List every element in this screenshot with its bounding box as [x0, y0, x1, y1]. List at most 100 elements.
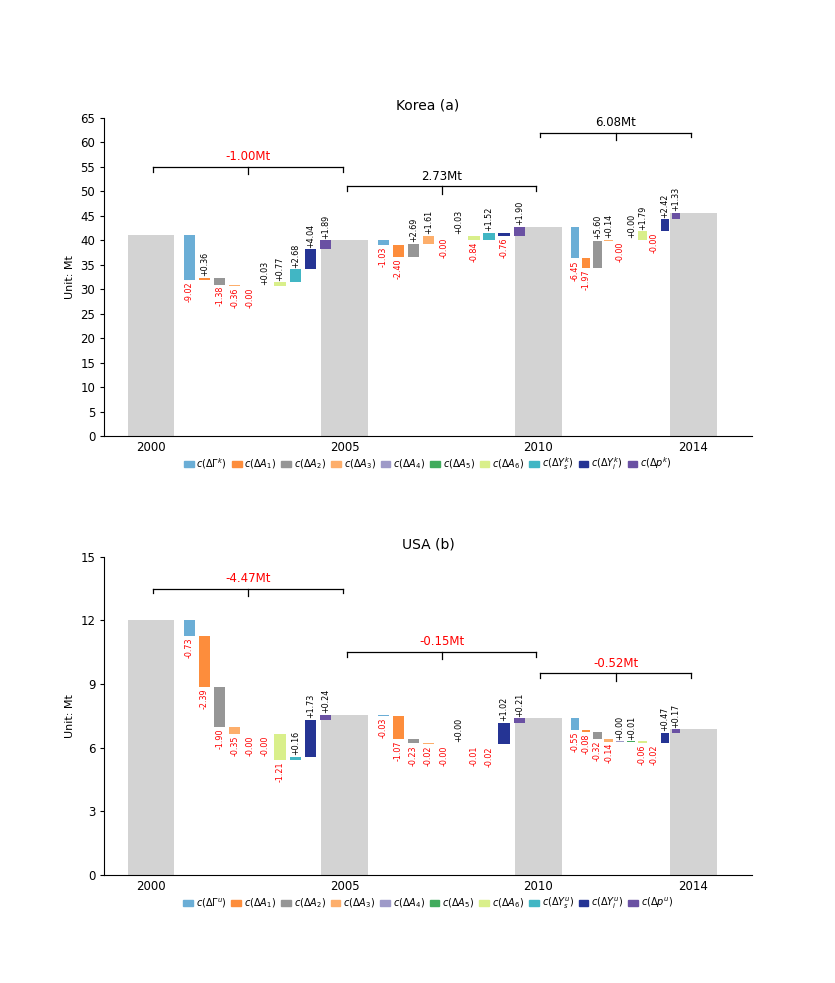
Bar: [605, 738, 613, 741]
Y-axis label: Unit: Mt: Unit: Mt: [65, 694, 75, 738]
Text: -1.21: -1.21: [276, 762, 285, 782]
Text: +2.42: +2.42: [660, 194, 670, 218]
Text: +0.16: +0.16: [291, 730, 300, 755]
Text: -0.14: -0.14: [605, 743, 613, 764]
Bar: [593, 731, 602, 738]
Text: -0.35: -0.35: [230, 736, 240, 756]
Text: +0.77: +0.77: [276, 257, 285, 281]
Bar: [275, 282, 286, 286]
Bar: [184, 620, 195, 636]
Bar: [672, 213, 681, 219]
Text: +2.68: +2.68: [291, 244, 300, 267]
Text: -0.08: -0.08: [582, 733, 590, 754]
Text: +0.01: +0.01: [627, 716, 635, 740]
Text: -0.00: -0.00: [245, 288, 255, 309]
Text: +1.33: +1.33: [671, 187, 681, 211]
Bar: [229, 726, 240, 734]
Text: +0.17: +0.17: [671, 704, 681, 727]
Bar: [671, 729, 716, 875]
Text: +1.02: +1.02: [499, 697, 509, 722]
Text: -0.03: -0.03: [379, 718, 387, 738]
Text: -1.38: -1.38: [215, 286, 224, 307]
Text: -1.00Mt: -1.00Mt: [225, 150, 271, 163]
Bar: [321, 240, 368, 436]
Bar: [638, 231, 646, 240]
Bar: [593, 241, 602, 268]
Bar: [128, 235, 175, 436]
Bar: [498, 723, 509, 744]
Bar: [214, 278, 225, 284]
Text: -0.02: -0.02: [484, 746, 493, 767]
Bar: [660, 219, 669, 231]
Text: +1.90: +1.90: [514, 202, 524, 225]
Text: +0.00: +0.00: [627, 214, 635, 239]
Text: -1.90: -1.90: [215, 728, 224, 749]
Text: -0.73: -0.73: [185, 638, 194, 658]
Text: -0.00: -0.00: [615, 242, 625, 262]
Text: -0.32: -0.32: [593, 740, 602, 761]
Bar: [660, 733, 669, 743]
Bar: [571, 719, 579, 730]
Text: +0.21: +0.21: [514, 693, 524, 717]
Text: -0.84: -0.84: [469, 242, 478, 261]
Bar: [672, 729, 681, 733]
Text: -0.00: -0.00: [649, 233, 658, 254]
Text: -0.55: -0.55: [570, 731, 579, 752]
Text: -0.15Mt: -0.15Mt: [419, 635, 464, 649]
Bar: [290, 269, 301, 282]
Text: -4.47Mt: -4.47Mt: [225, 572, 271, 585]
Bar: [290, 757, 301, 760]
Bar: [423, 236, 434, 244]
Text: -1.97: -1.97: [582, 269, 590, 290]
Bar: [515, 719, 562, 875]
Text: -2.39: -2.39: [200, 688, 209, 709]
Bar: [305, 720, 316, 757]
Text: -0.52Mt: -0.52Mt: [593, 657, 639, 669]
Text: -2.40: -2.40: [394, 259, 402, 279]
Bar: [184, 235, 195, 279]
Bar: [229, 284, 240, 286]
Text: -0.23: -0.23: [409, 745, 418, 766]
Bar: [377, 240, 389, 246]
Text: +4.04: +4.04: [306, 224, 315, 248]
Text: -9.02: -9.02: [185, 281, 194, 302]
Text: +1.79: +1.79: [638, 205, 647, 230]
Text: +0.14: +0.14: [605, 214, 613, 239]
Bar: [514, 719, 525, 723]
Bar: [515, 227, 562, 436]
Text: +2.69: +2.69: [409, 218, 418, 243]
Text: +1.73: +1.73: [306, 694, 315, 719]
Text: -0.02: -0.02: [424, 745, 433, 766]
Bar: [320, 715, 331, 720]
Text: +0.00: +0.00: [615, 716, 625, 740]
Text: -6.45: -6.45: [570, 260, 579, 280]
Bar: [514, 227, 525, 236]
Bar: [671, 213, 716, 436]
Text: +0.03: +0.03: [261, 260, 270, 284]
Bar: [199, 636, 210, 686]
Text: -0.00: -0.00: [439, 238, 448, 258]
Bar: [392, 246, 404, 258]
Title: USA (b): USA (b): [402, 538, 454, 551]
Text: -0.00: -0.00: [261, 736, 270, 756]
Text: 6.08Mt: 6.08Mt: [595, 116, 636, 129]
Text: -1.07: -1.07: [394, 740, 402, 761]
Title: Korea (a): Korea (a): [397, 98, 459, 113]
Bar: [498, 233, 509, 236]
Bar: [321, 716, 368, 875]
Text: -0.00: -0.00: [245, 736, 255, 756]
Text: +0.00: +0.00: [454, 719, 463, 742]
Text: +0.36: +0.36: [200, 252, 209, 276]
Text: +0.47: +0.47: [660, 707, 670, 731]
Bar: [571, 227, 579, 259]
Y-axis label: Unit: Mt: Unit: Mt: [65, 255, 75, 299]
Bar: [214, 686, 225, 726]
Text: -0.02: -0.02: [649, 744, 658, 765]
Bar: [320, 240, 331, 250]
Bar: [407, 244, 419, 258]
Bar: [199, 278, 210, 279]
Text: -0.01: -0.01: [469, 746, 478, 766]
Text: +1.52: +1.52: [484, 206, 493, 231]
Bar: [392, 716, 404, 738]
Legend: $c(\Delta\Gamma^k)$, $c(\Delta A_1)$, $c(\Delta A_2)$, $c(\Delta A_3)$, $c(\Delt: $c(\Delta\Gamma^k)$, $c(\Delta A_1)$, $c…: [184, 456, 672, 473]
